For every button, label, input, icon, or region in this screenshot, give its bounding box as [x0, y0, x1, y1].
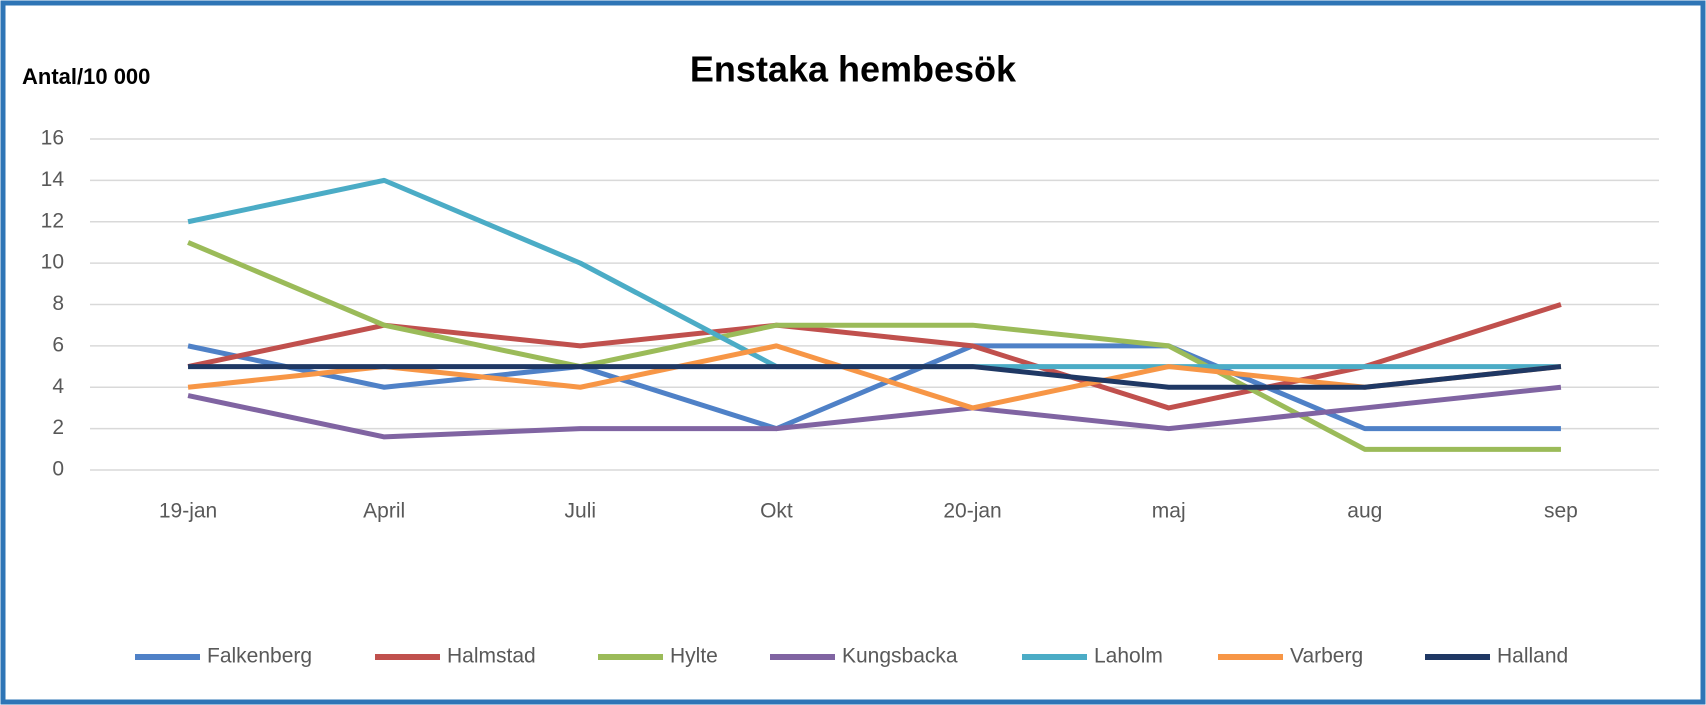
- series-line: [187, 302, 1562, 411]
- x-tick-label: April: [363, 500, 405, 523]
- y-axis-label: Antal/10 000: [22, 64, 150, 89]
- legend-label: Laholm: [1094, 645, 1163, 668]
- legend-label: Falkenberg: [207, 645, 312, 668]
- y-tick-label: 6: [52, 333, 64, 356]
- series-line: [187, 343, 1562, 411]
- legend-label: Halmstad: [447, 645, 536, 668]
- legend-label: Varberg: [1290, 645, 1363, 668]
- legend-label: Halland: [1497, 645, 1568, 668]
- x-tick-label: 20-jan: [943, 500, 1001, 523]
- x-tick-label: 19-jan: [159, 500, 217, 523]
- legend-label: Kungsbacka: [842, 645, 958, 668]
- series-line: [187, 384, 1562, 440]
- x-tick-label: aug: [1347, 500, 1382, 523]
- y-tick-label: 16: [41, 127, 64, 150]
- legend-label: Hylte: [670, 645, 718, 668]
- y-tick-label: 4: [52, 375, 64, 398]
- x-tick-label: Okt: [760, 500, 793, 523]
- x-tick-label: sep: [1544, 500, 1578, 523]
- y-tick-label: 10: [41, 251, 64, 274]
- series-line: [187, 240, 1561, 452]
- y-tick-label: 14: [41, 168, 65, 191]
- y-tick-label: 2: [52, 416, 64, 439]
- y-tick-label: 12: [41, 209, 64, 232]
- y-tick-label: 0: [52, 458, 64, 481]
- chart-title: Enstaka hembesök: [690, 49, 1017, 90]
- series-line: [188, 364, 1562, 390]
- x-tick-label: maj: [1152, 500, 1186, 523]
- series-line: [187, 343, 1561, 432]
- y-tick-label: 8: [52, 292, 64, 315]
- x-tick-label: Juli: [565, 500, 597, 523]
